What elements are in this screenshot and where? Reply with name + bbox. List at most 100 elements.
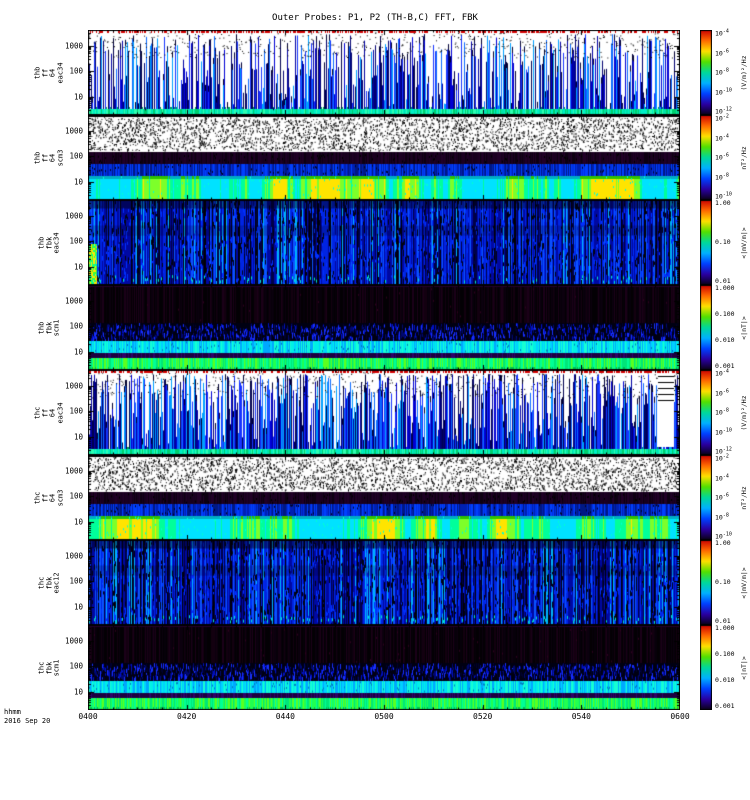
colorbar-tick-labels: 1.00 0.10 0.01 [715, 199, 741, 285]
y-tick-label: 10 [73, 432, 83, 442]
x-tick-label: 0400 [78, 712, 98, 721]
colorbar-tick-label: 0.10 [715, 238, 731, 246]
colorbar-tick-labels: 10-2 10-4 10-6 10-8 10-10 [715, 453, 741, 541]
y-tick-label: 100 [69, 491, 83, 501]
spectrogram-panel-thc-ff-scm3: thc ff 64 scm3 1000 100 10 10-2 10-4 10-6 10-… [0, 453, 750, 541]
colorbar-unit-label: <|nT|> [737, 285, 750, 370]
colorbar-tick-labels: 10-4 10-6 10-8 10-10 10-12 [715, 368, 741, 456]
colorbar-tick-label: 10-10 [715, 86, 732, 97]
x-tick-label: 0420 [177, 712, 197, 721]
y-tick-label: 100 [69, 321, 83, 331]
colorbar-unit-text: <|nT|> [739, 315, 748, 340]
y-axis-tick-labels: 1000 100 10 [56, 370, 86, 455]
colorbar-tick-label: 1.000 [715, 284, 735, 292]
y-tick-label: 100 [69, 66, 83, 76]
y-axis-tick-labels: 1000 100 10 [56, 625, 86, 710]
y-axis-tick-labels: 1000 100 10 [56, 30, 86, 115]
y-tick-label: 10 [73, 262, 83, 272]
colorbar-tick-label: 0.001 [715, 362, 735, 370]
y-tick-label: 1000 [64, 636, 83, 645]
y-tick-label: 1000 [64, 551, 83, 560]
colorbar-unit-label: (V/m)²/Hz [737, 30, 750, 115]
colorbar-tick-label: 0.01 [715, 617, 731, 625]
spectrogram-canvas [88, 455, 680, 540]
colorbar-tick-labels: 10-2 10-4 10-6 10-8 10-10 [715, 113, 741, 201]
colorbar-unit-text: nT²/Hz [739, 485, 748, 510]
x-tick-label: 0500 [374, 712, 394, 721]
x-tick-label: 0600 [670, 712, 690, 721]
colorbar-tick-label: 10-8 [715, 511, 729, 522]
colorbar-tick-label: 10-10 [715, 531, 732, 541]
colorbar [700, 540, 712, 625]
colorbar-tick-label: 1.000 [715, 624, 735, 632]
spectrogram-canvas [88, 30, 680, 115]
y-tick-label: 1000 [64, 126, 83, 135]
y-tick-label: 1000 [64, 41, 83, 50]
y-tick-label: 10 [73, 602, 83, 612]
y-tick-label: 10 [73, 347, 83, 357]
colorbar-tick-label: 10-8 [715, 67, 729, 77]
colorbar-tick-labels: 10-4 10-6 10-8 10-10 10-12 [715, 28, 741, 116]
y-axis-tick-labels: 1000 100 10 [56, 115, 86, 200]
x-axis-corner-label: hhmm 2016 Sep 20 [4, 708, 50, 726]
colorbar-unit-text: <|nT|> [739, 655, 748, 680]
colorbar-tick-label: 10-8 [715, 407, 729, 417]
colorbar-tick-label: 1.00 [715, 199, 731, 207]
colorbar-tick-label: 10-6 [715, 387, 729, 398]
colorbar-unit-label: (V/m)²/Hz [737, 370, 750, 455]
colorbar-tick-label: 10-6 [715, 47, 729, 58]
colorbar [700, 115, 712, 200]
spectrogram-canvas [88, 370, 680, 455]
spectrogram-panel-thb-ff-eac34: thb ff 64 eac34 1000 100 10 10-4 10-6 10-8 10… [0, 28, 750, 116]
colorbar-tick-label: 0.100 [715, 310, 735, 318]
colorbar-tick-labels: 1.000 0.100 0.010 0.001 [715, 284, 741, 370]
colorbar-unit-label: <|mV/m|> [737, 540, 750, 625]
colorbar [700, 370, 712, 455]
colorbar-tick-label: 0.010 [715, 676, 735, 684]
colorbar-unit-text: (V/m)²/Hz [739, 54, 748, 91]
colorbar-tick-label: 10-12 [715, 446, 732, 456]
colorbar-tick-label: 10-6 [715, 152, 729, 162]
y-tick-label: 10 [73, 517, 83, 527]
colorbar [700, 285, 712, 370]
y-tick-label: 100 [69, 576, 83, 586]
colorbar-unit-label: nT²/Hz [737, 455, 750, 540]
colorbar-tick-labels: 1.00 0.10 0.01 [715, 539, 741, 625]
colorbar-tick-label: 10-4 [715, 472, 729, 483]
spectrogram-canvas [88, 540, 680, 625]
x-tick-label: 0540 [571, 712, 591, 721]
y-axis-tick-labels: 1000 100 10 [56, 455, 86, 540]
y-tick-label: 10 [73, 687, 83, 697]
colorbar-tick-label: 10-6 [715, 492, 729, 502]
y-axis-tick-labels: 1000 100 10 [56, 540, 86, 625]
y-axis-tick-labels: 1000 100 10 [56, 200, 86, 285]
y-tick-label: 10 [73, 177, 83, 187]
colorbar-tick-label: 10-2 [715, 113, 729, 123]
y-tick-label: 1000 [64, 211, 83, 220]
y-tick-label: 100 [69, 406, 83, 416]
colorbar-tick-label: 0.100 [715, 650, 735, 658]
colorbar-unit-label: nT²/Hz [737, 115, 750, 200]
colorbar [700, 200, 712, 285]
colorbar-tick-label: 10-10 [715, 191, 732, 201]
colorbar-unit-text: (V/m)²/Hz [739, 394, 748, 431]
colorbar [700, 625, 712, 710]
spectrogram-panel-thb-ff-scm3: thb ff 64 scm3 1000 100 10 10-2 10-4 10-6 10-… [0, 113, 750, 201]
colorbar-unit-text: <|mV/m|> [739, 226, 748, 259]
x-tick-label: 0440 [275, 712, 295, 721]
spectrogram-panel-thc-ff-eac34: thc ff 64 eac34 1000 100 10 10-4 10-6 10-8 10… [0, 368, 750, 456]
y-tick-label: 100 [69, 661, 83, 671]
colorbar-unit-text: <|mV/m|> [739, 566, 748, 599]
spectrogram-canvas [88, 285, 680, 370]
spectrogram-panel-thb-fbk-eac34: thb fbk eac34 1000 100 10 1.00 0.10 0.01 <|m… [0, 199, 750, 285]
colorbar-unit-label: <|mV/m|> [737, 200, 750, 285]
colorbar-tick-label: 10-10 [715, 426, 732, 437]
y-tick-label: 10 [73, 92, 83, 102]
date-label: 2016 Sep 20 [4, 716, 51, 725]
colorbar-unit-text: nT²/Hz [739, 145, 748, 170]
colorbar-tick-label: 10-12 [715, 106, 732, 116]
x-axis-unit-label: hhmm [4, 708, 21, 716]
colorbar-tick-label: 0.01 [715, 277, 731, 285]
y-tick-label: 1000 [64, 381, 83, 390]
